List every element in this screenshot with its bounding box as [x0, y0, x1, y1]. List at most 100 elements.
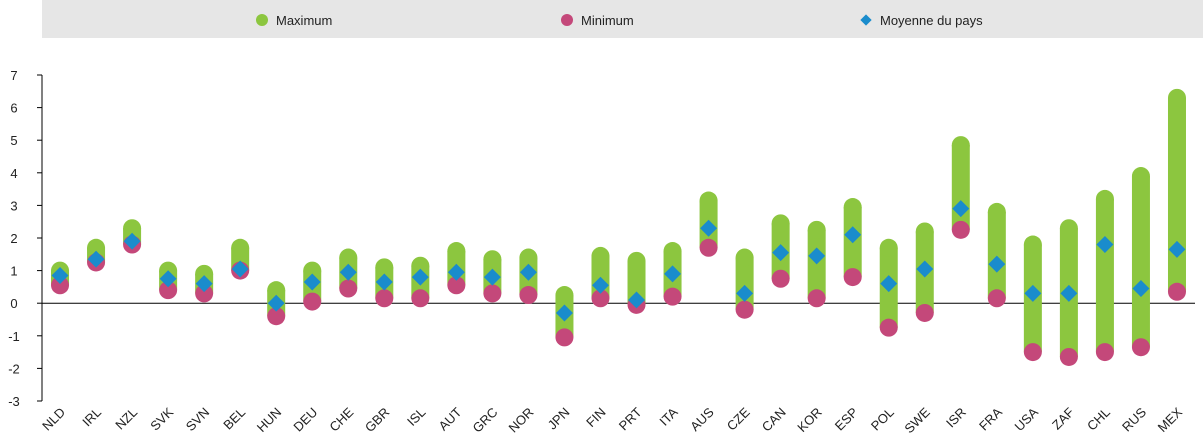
mean-marker [123, 232, 141, 250]
y-tick-label: 0 [10, 296, 17, 311]
max-marker [1059, 219, 1078, 238]
max-marker [879, 238, 898, 257]
max-marker [987, 202, 1006, 221]
max-marker [771, 214, 790, 233]
max-marker [483, 250, 502, 269]
max-marker [915, 222, 934, 241]
mean-marker [267, 294, 285, 312]
max-marker [1131, 167, 1150, 186]
x-tick-label: NZL [112, 405, 140, 433]
min-marker [1023, 343, 1042, 362]
max-marker [87, 238, 106, 257]
y-tick-label: 3 [10, 198, 17, 213]
x-tick-label: USA [1011, 404, 1041, 434]
legend-marker [561, 14, 573, 26]
mean-marker [339, 263, 357, 281]
min-marker [771, 269, 790, 288]
max-marker [663, 242, 682, 261]
x-tick-label: FIN [583, 405, 608, 430]
y-tick-label: 5 [10, 133, 17, 148]
x-tick-label: ISL [404, 405, 428, 429]
x-tick-label: JPN [545, 405, 573, 433]
y-tick-label: 7 [10, 68, 17, 83]
mean-marker [303, 273, 321, 291]
mean-marker [483, 268, 501, 286]
x-tick-label: ISR [943, 405, 969, 431]
legend-band [42, 0, 1203, 38]
mean-marker [808, 247, 826, 265]
min-marker [339, 279, 358, 298]
min-marker [159, 281, 178, 300]
x-tick-label: ZAF [1049, 404, 1077, 432]
legend-label: Moyenne du pays [880, 13, 983, 28]
mean-marker [772, 244, 790, 262]
mean-marker [555, 304, 573, 322]
mean-marker [519, 263, 537, 281]
x-tick-label: SVN [183, 405, 213, 435]
mean-marker [195, 275, 213, 293]
min-marker [303, 292, 322, 311]
mean-marker [916, 260, 934, 278]
max-marker [699, 191, 718, 210]
x-tick-label: HUN [254, 405, 285, 436]
max-marker [951, 136, 970, 155]
legend-label: Maximum [276, 13, 332, 28]
max-marker [1167, 88, 1186, 107]
min-marker [51, 276, 70, 295]
min-marker [555, 328, 574, 347]
min-marker [915, 303, 934, 322]
min-marker [1059, 347, 1078, 366]
x-tick-label: CHL [1084, 405, 1113, 434]
min-marker [519, 286, 538, 305]
x-tick-label: AUT [435, 404, 464, 433]
x-tick-label: DEU [290, 405, 320, 435]
max-marker [339, 248, 358, 267]
x-tick-label: MEX [1155, 404, 1186, 435]
mean-marker [87, 250, 105, 268]
x-tick-label: NOR [506, 405, 537, 436]
min-marker [267, 307, 286, 326]
max-marker [519, 248, 538, 267]
min-marker [1167, 282, 1186, 301]
x-tick-label: FRA [976, 404, 1005, 433]
y-tick-label: 2 [10, 231, 17, 246]
y-tick-label: -1 [8, 329, 20, 344]
min-marker [483, 284, 502, 303]
max-marker [231, 238, 250, 257]
x-tick-label: ITA [656, 404, 680, 428]
max-marker [1023, 235, 1042, 254]
min-marker [411, 289, 430, 308]
x-tick-label: NLD [39, 405, 68, 434]
max-marker [375, 258, 394, 277]
range-bar [1167, 97, 1186, 292]
mean-marker [411, 268, 429, 286]
max-marker [843, 198, 862, 217]
mean-marker [880, 275, 898, 293]
mean-marker [988, 255, 1006, 273]
max-marker [123, 219, 142, 238]
max-marker [303, 261, 322, 280]
min-marker [1131, 338, 1150, 357]
min-marker [447, 276, 466, 295]
legend-marker [256, 14, 268, 26]
mean-marker [628, 291, 646, 309]
x-tick-label: IRL [79, 405, 104, 430]
max-marker [195, 264, 214, 283]
x-tick-label: SWE [901, 404, 933, 436]
range-bar [1131, 176, 1150, 348]
x-tick-label: BEL [220, 405, 248, 433]
range-bar [627, 260, 646, 305]
range-bar [987, 211, 1006, 299]
range-bar [1095, 198, 1114, 353]
max-marker [447, 242, 466, 261]
max-marker [1095, 189, 1114, 208]
min-marker [879, 318, 898, 337]
min-marker [987, 289, 1006, 308]
max-marker [807, 220, 826, 239]
mean-marker [159, 270, 177, 288]
min-marker [1095, 343, 1114, 362]
min-marker [195, 284, 214, 303]
y-tick-label: -2 [8, 361, 20, 376]
mean-marker [700, 219, 718, 237]
